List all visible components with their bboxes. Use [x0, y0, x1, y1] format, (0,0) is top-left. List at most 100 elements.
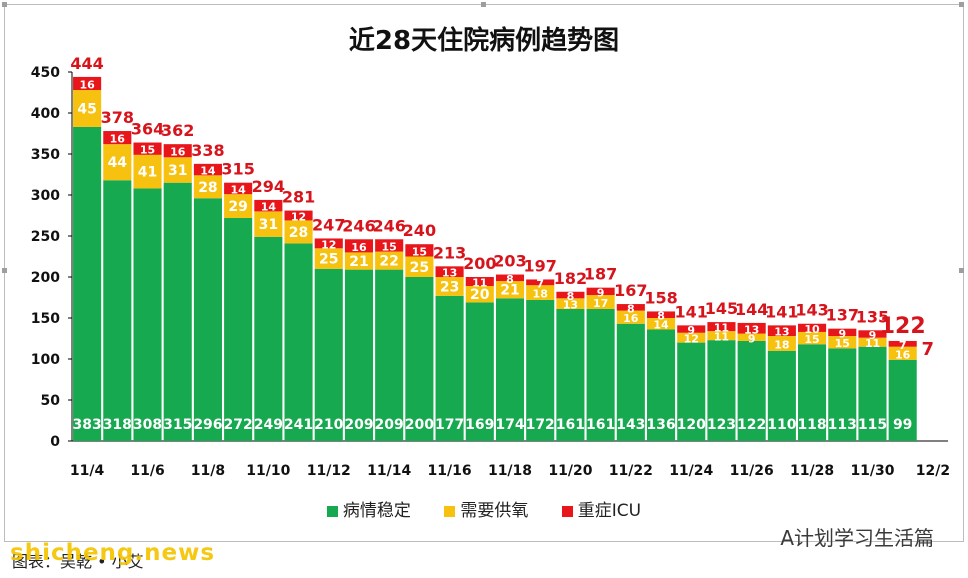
data-label: 25	[410, 260, 429, 276]
bar-segment	[888, 346, 917, 360]
data-label: 8	[627, 302, 635, 315]
resize-handle[interactable]	[959, 2, 964, 7]
resize-handle[interactable]	[959, 268, 964, 273]
total-label: 145	[705, 299, 738, 318]
data-label: 13	[744, 323, 759, 336]
data-label: 9	[869, 329, 877, 342]
data-label: 177	[435, 417, 464, 433]
data-label: 241	[284, 417, 313, 433]
bar-segment	[526, 299, 555, 441]
total-label: 246	[342, 216, 375, 235]
data-label: 11	[865, 337, 880, 350]
data-label: 31	[168, 163, 187, 179]
data-label: 249	[254, 417, 283, 433]
total-label: 122	[880, 314, 926, 339]
bar-segment	[465, 302, 494, 441]
legend-item: 重症ICU	[561, 496, 642, 521]
total-label: 338	[191, 141, 224, 160]
data-label: 15	[412, 245, 427, 258]
data-label: 25	[319, 252, 338, 268]
data-label: 110	[767, 417, 796, 433]
legend-label: 需要供氧	[460, 501, 529, 521]
bar-segment	[254, 211, 283, 237]
bar-segment	[798, 323, 827, 332]
bar-segment	[677, 325, 706, 333]
bar-segment	[646, 311, 676, 318]
bar-segment	[344, 239, 374, 253]
data-label: 99	[893, 417, 912, 433]
data-label: 210	[314, 417, 343, 433]
bar-segment	[435, 295, 464, 441]
data-label: 13	[442, 267, 457, 280]
bar-segment	[133, 188, 162, 441]
bar-segment	[798, 331, 827, 345]
total-label: 378	[101, 108, 134, 127]
x-tick-label: 11/14	[367, 463, 411, 479]
data-label: 9	[838, 327, 846, 340]
legend-label: 病情稳定	[342, 501, 411, 521]
data-label: 14	[200, 165, 216, 178]
data-label: 122	[737, 417, 766, 433]
x-tick-label: 12/2	[916, 463, 950, 479]
bar-segment	[707, 322, 736, 332]
total-label: 281	[282, 188, 315, 207]
total-label: 362	[161, 121, 194, 140]
bar-segment	[556, 298, 585, 309]
bar-segment	[586, 287, 615, 296]
data-label: 12	[291, 211, 306, 224]
bar-segment	[707, 340, 736, 441]
x-tick-label: 11/8	[191, 463, 225, 479]
total-label: 137	[826, 306, 859, 325]
bar-segment	[435, 277, 464, 296]
data-label: 16	[623, 312, 639, 325]
total-label: 247	[312, 215, 345, 234]
y-tick-label: 450	[31, 65, 60, 81]
bar-segment	[526, 279, 555, 286]
bar-segment	[737, 333, 766, 341]
y-tick-label: 200	[31, 270, 60, 286]
bar-segment	[73, 76, 102, 91]
y-tick-label: 50	[41, 393, 61, 409]
legend-label: 重症ICU	[577, 501, 642, 521]
bar-segment	[556, 291, 585, 299]
legend-item: 需要供氧	[444, 496, 528, 521]
data-label: 18	[774, 338, 789, 351]
bar-segment	[798, 344, 827, 441]
bar-segment	[495, 281, 525, 299]
source-credit: 图表：吴乾 • 小艾	[12, 552, 144, 571]
bar-segment	[737, 340, 766, 441]
resize-handle[interactable]	[2, 268, 7, 273]
data-label: 29	[228, 199, 247, 215]
data-label: 12	[321, 238, 336, 251]
resize-handle[interactable]	[2, 2, 7, 7]
bar-segment	[858, 330, 887, 338]
bar-segment	[828, 348, 857, 441]
total-label: 167	[614, 281, 647, 300]
data-label: 8	[506, 273, 514, 286]
data-label: 11	[714, 331, 729, 344]
bar-segment	[103, 131, 132, 145]
bar-segment	[193, 198, 222, 441]
bar-segment	[405, 277, 434, 441]
bar-segment	[193, 175, 222, 199]
x-tick-label: 11/4	[70, 463, 105, 479]
data-label: 23	[440, 279, 459, 295]
data-label: 200	[405, 417, 434, 433]
bar-segment	[314, 268, 343, 441]
data-label: 15	[140, 144, 155, 157]
data-label: 9	[597, 286, 605, 299]
legend-swatch	[326, 505, 338, 517]
bar-segment	[405, 256, 434, 277]
total-label: 240	[403, 221, 436, 240]
resize-handle[interactable]	[481, 2, 486, 7]
data-label: 17	[593, 297, 608, 310]
total-label: 187	[584, 265, 617, 284]
data-label: 21	[349, 254, 368, 270]
bar-segment	[163, 182, 192, 441]
data-label: 8	[657, 310, 665, 323]
total-label: 143	[795, 301, 828, 320]
bar-segment	[314, 238, 343, 249]
total-label: 144	[735, 300, 768, 319]
total-label: 158	[644, 288, 677, 307]
total-label: 444	[70, 54, 103, 73]
